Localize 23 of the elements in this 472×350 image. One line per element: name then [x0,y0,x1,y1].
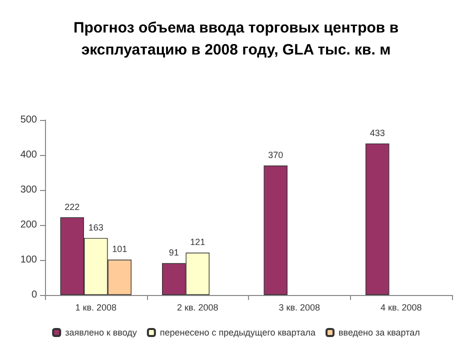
y-tick-label: 500 [20,114,38,126]
x-tick-label: 1 кв. 2008 [75,302,116,312]
chart-title: Прогноз объема ввода торговых центров в эксплуатацию в 2008 году, GLA тыс. кв. м [73,20,399,58]
x-tick-label: 4 кв. 2008 [380,302,422,312]
legend-label: заявлено к вводу [65,328,138,338]
x-tick-label: 2 кв. 2008 [177,302,218,312]
y-tick-label: 0 [31,290,38,300]
data-label: 163 [88,222,104,232]
data-label: 121 [190,237,206,248]
data-label: 101 [112,244,128,254]
data-label: 370 [268,150,284,160]
bar [366,143,390,295]
data-label: 433 [370,128,385,138]
y-tick-label: 400 [20,150,38,160]
legend-label: перенесено с предыдущего квартала [160,328,316,338]
data-label: 91 [168,248,179,258]
data-label: 222 [64,202,80,212]
legend-label: введено за квартал [338,328,420,338]
x-tick-label: 3 кв. 2008 [278,302,320,312]
y-tick-label: 300 [20,184,38,196]
y-tick-label: 200 [20,220,38,230]
bar [264,166,288,295]
y-tick-label: 100 [20,254,38,266]
